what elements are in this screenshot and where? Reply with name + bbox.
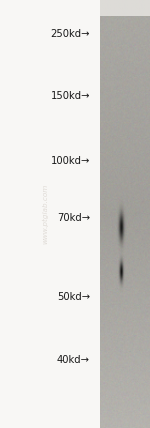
Text: 150kd→: 150kd→	[51, 91, 90, 101]
Text: 40kd→: 40kd→	[57, 354, 90, 365]
Text: www.ptglab.com: www.ptglab.com	[42, 184, 48, 244]
Text: 70kd→: 70kd→	[57, 213, 90, 223]
Text: 100kd→: 100kd→	[51, 155, 90, 166]
Text: 50kd→: 50kd→	[57, 292, 90, 303]
Text: 250kd→: 250kd→	[51, 29, 90, 39]
